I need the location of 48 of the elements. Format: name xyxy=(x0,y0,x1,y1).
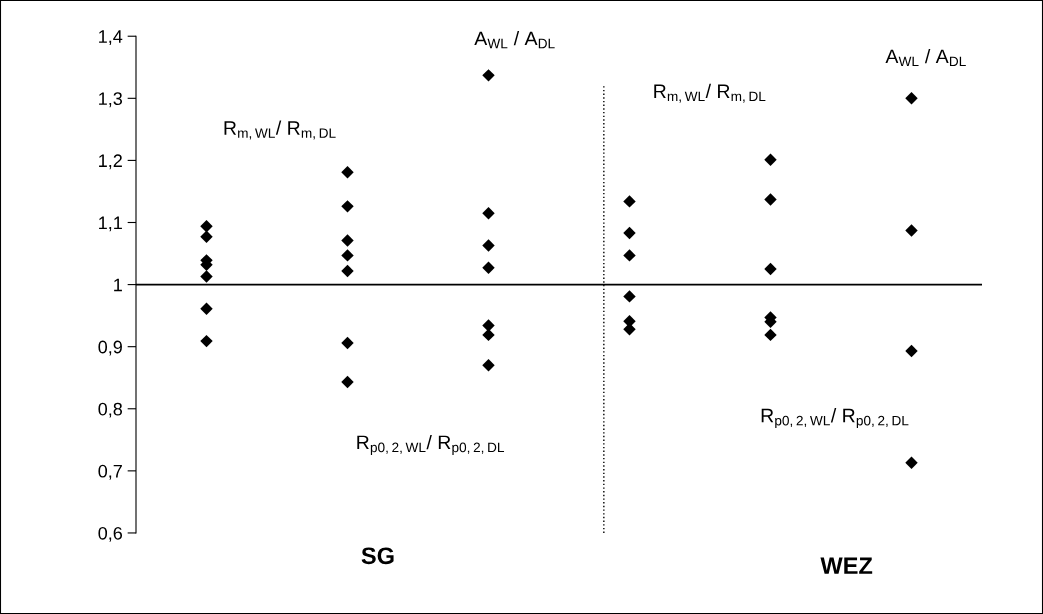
point xyxy=(482,69,495,82)
point xyxy=(764,328,777,342)
point xyxy=(341,234,354,247)
point xyxy=(764,153,777,166)
point xyxy=(905,344,918,358)
point xyxy=(341,264,354,278)
point xyxy=(200,334,213,348)
y-tick-label: 0,8 xyxy=(98,402,123,418)
point xyxy=(341,165,354,179)
point xyxy=(200,270,213,283)
y-tick-label: 1,3 xyxy=(99,92,123,108)
point xyxy=(200,302,213,316)
y-tick-label: 0,9 xyxy=(98,340,122,356)
y-tick-label: 1 xyxy=(114,278,122,292)
point xyxy=(623,195,636,208)
point xyxy=(341,336,354,350)
point xyxy=(905,92,918,105)
point xyxy=(482,261,495,275)
text: WEZ xyxy=(820,557,873,574)
point xyxy=(341,375,354,389)
annotation: R$_{m,WL}$/ R$_{m,DL}$ xyxy=(654,83,766,103)
annotation: A$_{WL}$ / A$_{DL}$ xyxy=(474,31,555,49)
annotation: R$_{p0,2,WL}$/ R$_{p0,2,DL}$ xyxy=(761,408,909,429)
point xyxy=(200,230,213,243)
annotation: R$_{m,WL}$/ R$_{m,DL}$ xyxy=(224,120,336,140)
point xyxy=(905,456,918,469)
y-tick-label: 0,6 xyxy=(98,526,123,542)
point xyxy=(200,220,213,233)
point xyxy=(623,290,636,303)
point xyxy=(482,319,495,332)
text: SG xyxy=(361,547,394,565)
point xyxy=(623,226,636,240)
annotation: R$_{p0,2,WL}$/ R$_{p0,2,DL}$ xyxy=(357,434,505,455)
point xyxy=(905,224,918,237)
annotation: A$_{WL}$ / A$_{DL}$ xyxy=(885,48,966,67)
point xyxy=(482,328,495,342)
y-tick-label: 1,4 xyxy=(99,30,123,46)
point xyxy=(341,249,354,262)
point xyxy=(482,239,495,252)
point xyxy=(341,200,354,213)
point xyxy=(764,193,777,206)
y-tick-label: 0,7 xyxy=(98,464,122,480)
point xyxy=(623,249,636,262)
point xyxy=(482,359,495,372)
y-tick-label: 1,1 xyxy=(99,216,122,232)
y-tick-label: 1,2 xyxy=(99,154,122,170)
point xyxy=(482,206,495,220)
point xyxy=(764,262,777,276)
